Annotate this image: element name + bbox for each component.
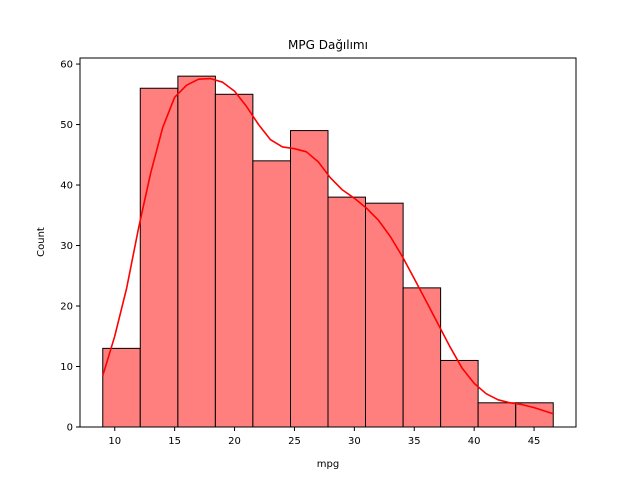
x-tick-label: 40	[468, 436, 481, 447]
y-axis-ticks: 0 10 20 30 40 50 60	[60, 60, 80, 434]
histogram-bar	[440, 359, 479, 428]
x-tick-label: 25	[288, 436, 301, 447]
y-tick-label: 40	[60, 181, 73, 192]
kde-curve-group	[102, 77, 554, 415]
histogram-bar	[139, 87, 179, 428]
x-axis-label: mpg	[317, 459, 339, 470]
histogram-bar	[327, 196, 366, 428]
x-tick-label: 15	[168, 436, 181, 447]
histogram-bar	[177, 75, 216, 428]
y-axis-label: Count	[36, 227, 47, 257]
x-axis-ticks: 10 15 20 25 30 35 40 45	[108, 427, 540, 447]
histogram-bar	[252, 160, 292, 428]
chart-title: MPG Dağılımı	[288, 38, 368, 52]
x-tick-label: 45	[528, 436, 541, 447]
y-tick-label: 60	[60, 60, 73, 71]
kde-line	[102, 77, 554, 415]
x-tick-label: 10	[108, 436, 121, 447]
histogram-bar	[515, 402, 554, 428]
y-tick-label: 50	[60, 120, 73, 131]
histogram-bar	[290, 130, 329, 428]
histogram-bar	[402, 287, 442, 428]
y-tick-label: 10	[60, 362, 73, 373]
histogram-bar	[102, 347, 141, 428]
histogram-bar	[477, 402, 517, 428]
x-tick-label: 20	[228, 436, 241, 447]
x-tick-label: 35	[408, 436, 421, 447]
y-tick-label: 20	[60, 302, 73, 313]
x-tick-label: 30	[348, 436, 361, 447]
y-tick-label: 0	[67, 423, 73, 434]
histogram-bar	[214, 93, 254, 428]
y-tick-label: 30	[60, 241, 73, 252]
histogram-bars	[102, 75, 554, 428]
plot-frame	[79, 57, 577, 428]
histogram-bar	[364, 202, 404, 428]
